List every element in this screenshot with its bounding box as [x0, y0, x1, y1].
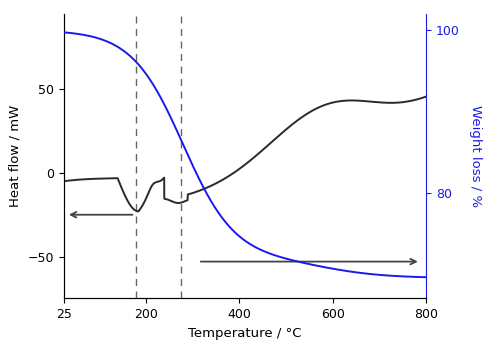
- Y-axis label: Weight loss / %: Weight loss / %: [469, 105, 482, 207]
- X-axis label: Temperature / °C: Temperature / °C: [188, 327, 302, 340]
- Y-axis label: Heat flow / mW: Heat flow / mW: [9, 105, 22, 207]
